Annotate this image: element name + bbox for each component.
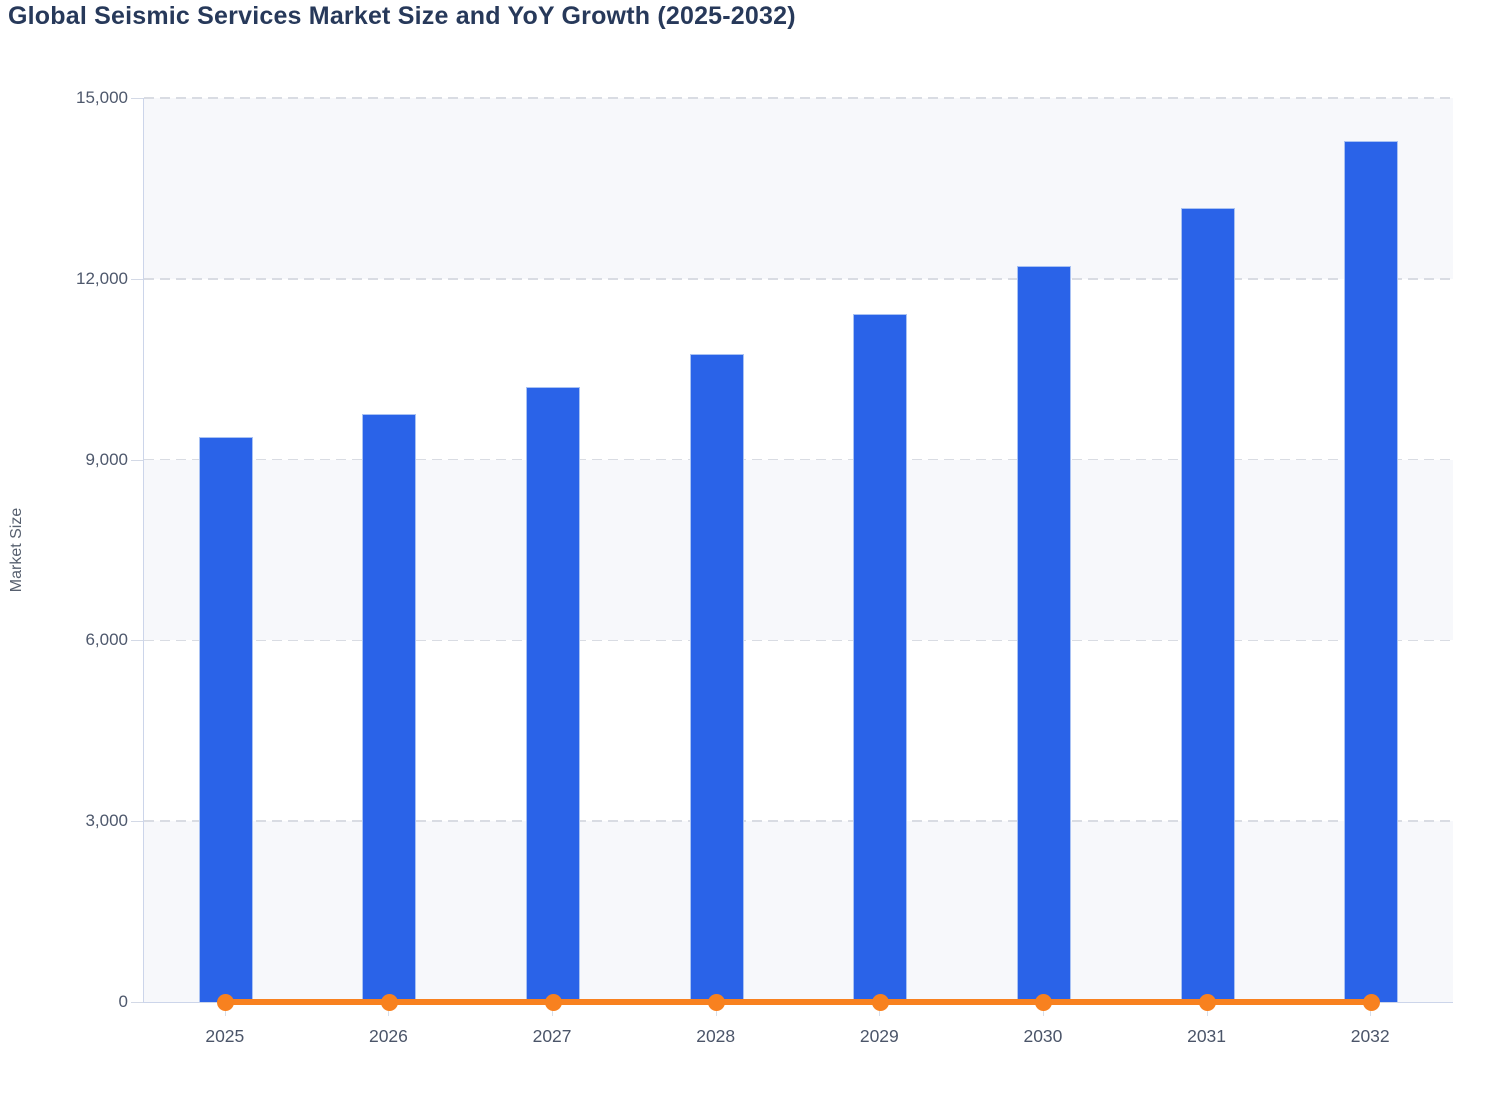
y-label-6000: 6,000 bbox=[85, 630, 128, 650]
yoy-marker-2025[interactable] bbox=[217, 993, 235, 1011]
y-label-0: 0 bbox=[118, 992, 128, 1011]
y-tick-0 bbox=[131, 1002, 143, 1003]
yoy-marker-2032[interactable] bbox=[1362, 993, 1380, 1011]
bar-2027[interactable] bbox=[526, 386, 581, 1002]
bar-2029[interactable] bbox=[853, 313, 908, 1002]
y-label-12000: 12,000 bbox=[76, 268, 128, 288]
plot-band bbox=[144, 821, 1453, 1002]
x-label-2029: 2029 bbox=[859, 1026, 899, 1046]
yoy-marker-2031[interactable] bbox=[1199, 993, 1217, 1011]
chart-title: Global Seismic Services Market Size and … bbox=[8, 2, 796, 30]
yoy-marker-2030[interactable] bbox=[1035, 993, 1053, 1011]
bar-2028[interactable] bbox=[689, 354, 744, 1002]
yoy-marker-2026[interactable] bbox=[380, 993, 398, 1011]
plot-band bbox=[144, 279, 1453, 460]
plot-band bbox=[144, 640, 1453, 821]
bar-2026[interactable] bbox=[362, 413, 417, 1002]
y-label-3000: 3,000 bbox=[85, 811, 128, 831]
x-label-2026: 2026 bbox=[368, 1026, 408, 1046]
bar-2025[interactable] bbox=[198, 436, 253, 1002]
gridline-3000 bbox=[144, 820, 1453, 822]
plot-band bbox=[144, 98, 1453, 279]
x-label-2025: 2025 bbox=[205, 1026, 245, 1046]
y-tick-6000 bbox=[131, 640, 143, 642]
x-label-2030: 2030 bbox=[1023, 1026, 1063, 1046]
yoy-marker-2029[interactable] bbox=[871, 993, 889, 1011]
gridline-12000 bbox=[144, 278, 1453, 280]
y-label-9000: 9,000 bbox=[85, 449, 128, 469]
y-tick-9000 bbox=[131, 459, 143, 461]
yoy-marker-2027[interactable] bbox=[544, 993, 562, 1011]
x-label-2031: 2031 bbox=[1187, 1026, 1227, 1046]
y-axis-title: Market Size bbox=[8, 507, 25, 593]
y-tick-15000 bbox=[131, 98, 143, 99]
plot-area bbox=[143, 97, 1453, 1011]
bar-2031[interactable] bbox=[1180, 208, 1235, 1002]
bar-2032[interactable] bbox=[1344, 141, 1399, 1002]
x-label-2028: 2028 bbox=[696, 1026, 736, 1046]
gridline-9000 bbox=[144, 458, 1453, 461]
x-label-2027: 2027 bbox=[532, 1026, 572, 1046]
y-label-15000: 15,000 bbox=[76, 88, 128, 107]
x-label-2032: 2032 bbox=[1350, 1026, 1390, 1046]
plot-band bbox=[144, 459, 1453, 641]
y-tick-3000 bbox=[131, 821, 143, 823]
bar-2030[interactable] bbox=[1016, 266, 1071, 1002]
y-tick-12000 bbox=[131, 278, 143, 280]
yoy-growth-line[interactable] bbox=[225, 999, 1372, 1005]
gridline-6000 bbox=[144, 639, 1453, 642]
yoy-marker-2028[interactable] bbox=[708, 993, 726, 1011]
gridline-15000 bbox=[144, 97, 1453, 99]
